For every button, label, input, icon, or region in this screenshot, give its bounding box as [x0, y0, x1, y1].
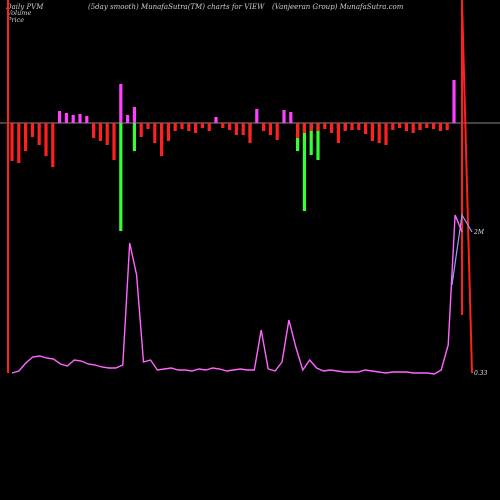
pvm-bar — [64, 113, 68, 123]
pvm-bar — [221, 123, 225, 128]
pvm-bar — [173, 123, 177, 131]
pvm-bar — [92, 123, 96, 138]
header-right: (Vanjeeran Group) MunafaSutra.com — [272, 3, 404, 11]
pvm-bar — [432, 123, 436, 129]
legend-volume: Volume — [7, 9, 32, 17]
pvm-bar — [282, 110, 286, 123]
volume-bar — [132, 123, 136, 151]
pvm-bar — [187, 123, 191, 131]
pvm-bar — [289, 112, 293, 123]
pvm-bar — [98, 123, 102, 141]
pvm-bar — [377, 123, 381, 143]
pvm-bar — [214, 117, 218, 123]
pvm-bar — [119, 84, 123, 123]
pvm-bar — [343, 123, 347, 131]
pvm-bar — [323, 123, 327, 129]
pvm-bar — [452, 80, 456, 123]
pvm-bar — [302, 123, 306, 133]
pvm-bar — [71, 115, 75, 123]
pvm-bar — [364, 123, 368, 134]
right-diagonal — [461, 0, 473, 374]
legend-price: Price — [7, 16, 25, 24]
price-line — [11, 214, 463, 375]
pvm-bar — [336, 123, 340, 143]
pvm-bar — [391, 123, 395, 130]
pvm-bar — [357, 123, 361, 130]
pvm-bar — [126, 115, 130, 123]
pvm-bar — [194, 123, 198, 133]
pvm-bar — [262, 123, 266, 131]
pvm-bar — [17, 123, 21, 163]
volume-bar — [316, 123, 320, 160]
pvm-bar — [438, 123, 442, 131]
pvm-bar — [200, 123, 204, 128]
pvm-bar — [398, 123, 402, 128]
pvm-bar — [228, 123, 232, 130]
pvm-bar — [411, 123, 415, 133]
pvm-bar — [37, 123, 41, 145]
pvm-bar — [350, 123, 354, 130]
pvm-bar — [268, 123, 272, 135]
pvm-bar — [139, 123, 143, 137]
pvm-bar — [296, 123, 300, 138]
pvm-bar — [10, 123, 14, 161]
pvm-bar — [309, 123, 313, 131]
volume-bar — [309, 123, 313, 155]
pvm-bar — [166, 123, 170, 141]
header-left: Daily PVM — [6, 3, 44, 11]
price-tail — [451, 213, 473, 286]
pvm-bar — [160, 123, 164, 156]
pvm-bar — [78, 114, 82, 123]
price-axis-label: 0.33 — [474, 370, 488, 377]
pvm-bar — [445, 123, 449, 130]
volume-bar — [302, 123, 306, 211]
pvm-bar — [234, 123, 238, 135]
pvm-bar — [384, 123, 388, 145]
pvm-bar — [241, 123, 245, 135]
pvm-bar — [85, 116, 89, 123]
pvm-bar — [370, 123, 374, 141]
pvm-bar — [255, 109, 259, 123]
volume-axis-label: 2M — [473, 229, 485, 236]
pvm-bar — [146, 123, 150, 129]
pvm-bar — [248, 123, 252, 143]
pvm-bar — [404, 123, 408, 131]
pvm-bar — [58, 111, 62, 123]
volume-bar — [119, 123, 123, 231]
pvm-bar — [207, 123, 211, 131]
pvm-bar — [275, 123, 279, 140]
pvm-bar — [316, 123, 320, 131]
pvm-bar — [51, 123, 55, 167]
pvm-bar — [153, 123, 157, 143]
pvm-bar — [112, 123, 116, 160]
pvm-bar — [330, 123, 334, 133]
pvm-bar — [30, 123, 34, 137]
pvm-bar — [132, 107, 136, 123]
pvm-bar — [418, 123, 422, 130]
pvm-bar — [44, 123, 48, 156]
chart-title: (5day smooth) MunafaSutra(TM) charts for… — [88, 3, 265, 11]
pvm-bar — [425, 123, 429, 128]
pvm-bar — [105, 123, 109, 145]
pvm-bar — [180, 123, 184, 129]
pvm-bar — [24, 123, 28, 151]
